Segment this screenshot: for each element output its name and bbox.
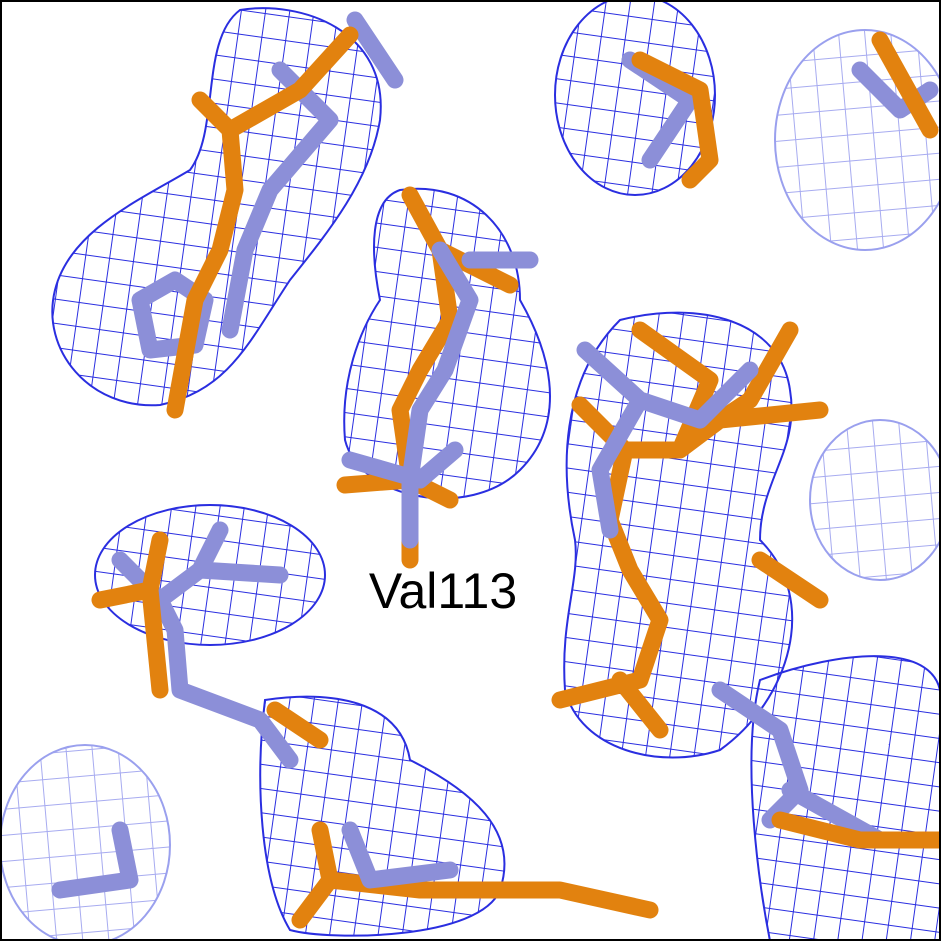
residue-label: Val113 <box>369 563 517 619</box>
model-sticks <box>51 11 941 929</box>
